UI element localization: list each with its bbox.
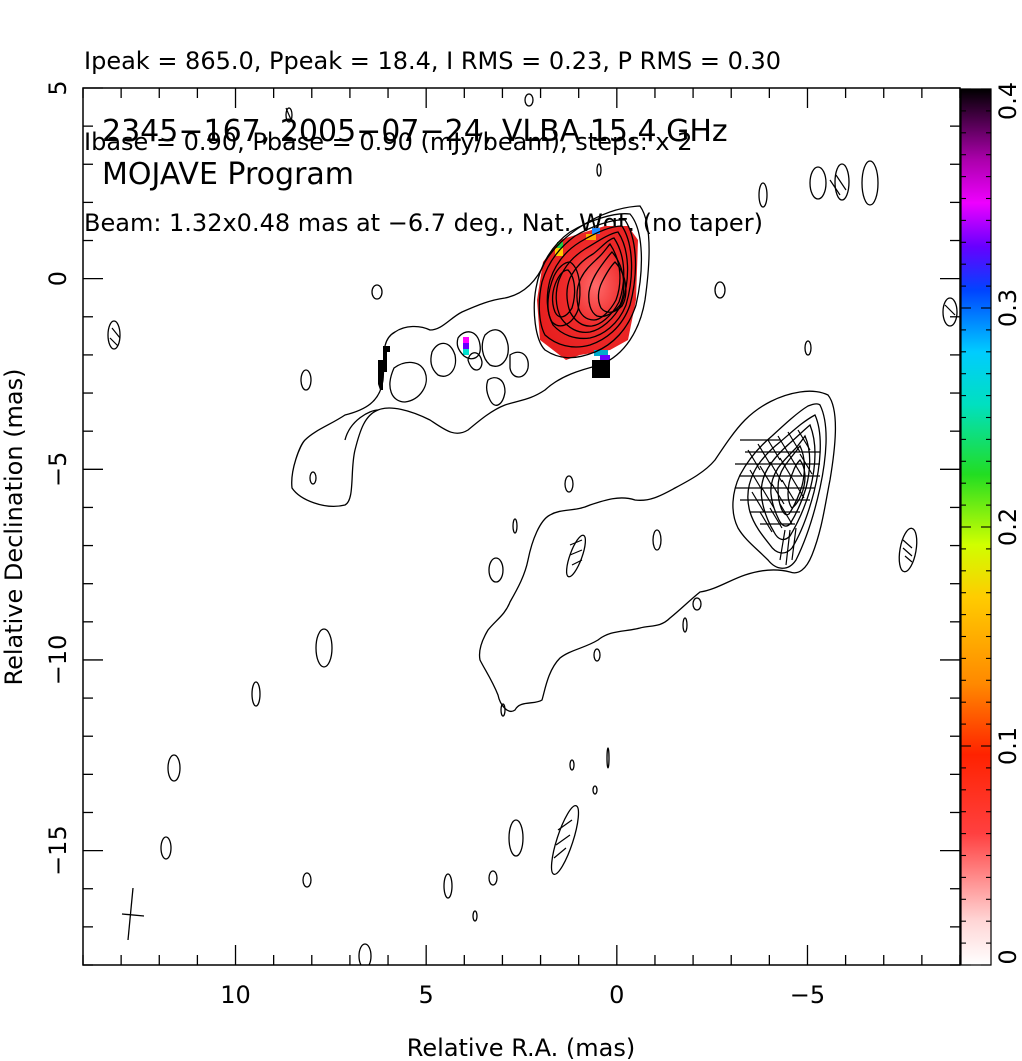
plot-title-program: MOJAVE Program [102,157,354,192]
header-beam-line: Beam: 1.32x0.48 mas at −6.7 deg., Nat. W… [84,209,763,237]
y-tick-label: 0 [44,271,72,286]
y-tick-label: −10 [44,635,72,686]
x-tick-label: 10 [220,981,251,1009]
y-tick-label: −15 [44,825,72,876]
colorbar-tick-label: 0.1 [994,727,1022,765]
intensity-contours [107,93,958,965]
header-peak-line: Ipeak = 865.0, Ppeak = 18.4, I RMS = 0.2… [84,47,782,75]
y-tick-labels: 5 0 −5 −10 −15 [44,80,72,876]
axis-ticks [82,87,961,966]
restoring-beam [121,887,145,941]
y-tick-label: 5 [44,80,72,95]
x-tick-label: −5 [790,981,825,1009]
x-tick-labels: 10 5 0 −5 [220,981,825,1009]
header-base-line: Ibase = 0.90, Pbase = 0.90 (mJy/beam), s… [84,128,693,156]
polarization-vectors [109,107,956,859]
plot-title-source: 2345−167, 2005−07−24, VLBA 15.4 GHz [102,114,728,149]
x-axis-label: Relative R.A. (mas) [407,1034,635,1061]
y-tick-label: −5 [44,452,72,487]
x-tick-label: 5 [419,981,434,1009]
colorbar-tick-label: 0.4 [994,82,1022,120]
colorbar-tick-label: 0.3 [994,289,1022,327]
polarization-colormap [378,226,638,390]
x-tick-label: 0 [609,981,624,1009]
colorbar: 0 0.1 0.2 0.3 0.4 [960,82,1022,966]
polarized-emission-region [537,226,638,360]
plot-header: Ipeak = 865.0, Ppeak = 18.4, I RMS = 0.2… [84,0,781,264]
colorbar-tick-label: 0 [994,949,1022,964]
y-axis-label: Relative Declination (mas) [0,368,28,685]
colorbar-tick-label: 0.2 [994,508,1022,546]
plot-frame [82,87,961,966]
